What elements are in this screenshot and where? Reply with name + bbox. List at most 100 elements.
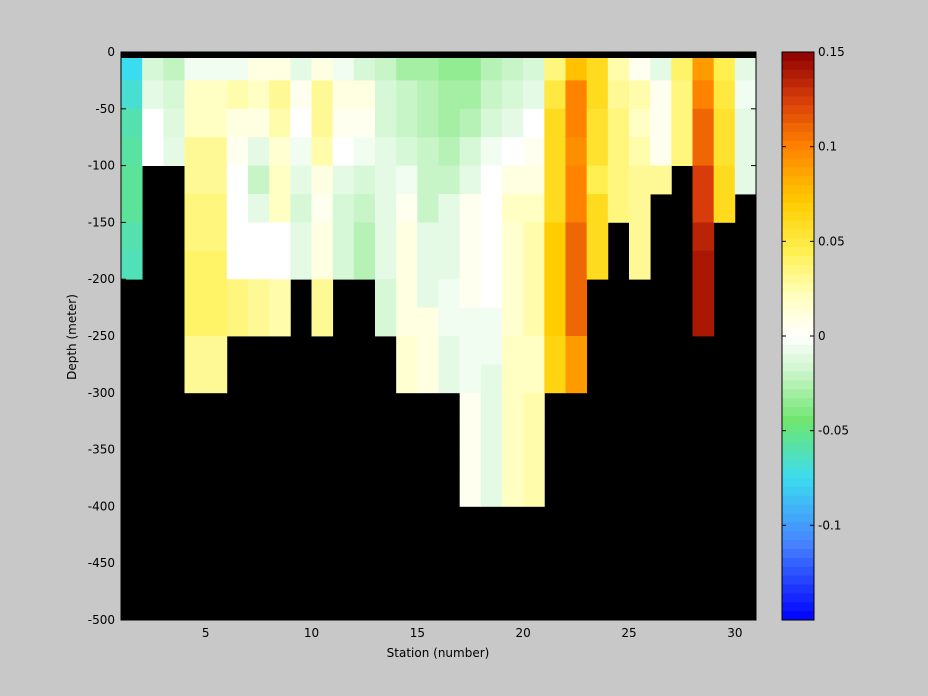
heatmap-cell bbox=[396, 364, 418, 394]
heatmap-cell bbox=[332, 222, 355, 252]
y-tick-label: -400 bbox=[88, 499, 115, 513]
heatmap-cell bbox=[184, 137, 207, 166]
y-tick-label: -100 bbox=[88, 159, 115, 173]
heatmap-cell bbox=[586, 222, 609, 252]
heatmap-cell bbox=[121, 108, 143, 138]
heatmap-cell bbox=[375, 250, 397, 280]
heatmap-cell bbox=[248, 222, 270, 252]
x-tick-label: 5 bbox=[202, 626, 210, 640]
heatmap-cell bbox=[353, 165, 376, 195]
heatmap-cell bbox=[269, 250, 291, 280]
heatmap-cell bbox=[332, 250, 355, 280]
heatmap-cell bbox=[417, 194, 439, 223]
heatmap-cell bbox=[523, 165, 545, 195]
heatmap-cell bbox=[565, 250, 588, 280]
heatmap-cell bbox=[565, 336, 588, 365]
heatmap-cell bbox=[734, 80, 757, 110]
heatmap-cell bbox=[226, 80, 249, 110]
heatmap-cell bbox=[629, 222, 651, 252]
heatmap-cell bbox=[290, 108, 312, 138]
heatmap-cell bbox=[650, 108, 672, 138]
heatmap-cell bbox=[375, 222, 397, 252]
heatmap-cell bbox=[692, 222, 715, 252]
heatmap-cell bbox=[290, 194, 312, 223]
heatmap-cell bbox=[586, 108, 609, 138]
colorbar-segment bbox=[782, 362, 814, 373]
colorbar-segment bbox=[782, 469, 814, 479]
heatmap-cell bbox=[523, 137, 545, 166]
heatmap-cell bbox=[502, 307, 524, 337]
heatmap-cell bbox=[332, 52, 355, 81]
heatmap-cell bbox=[205, 307, 228, 337]
heatmap-cell bbox=[142, 108, 164, 138]
heatmap-cell bbox=[269, 222, 291, 252]
heatmap-cell bbox=[459, 108, 482, 138]
heatmap-cell bbox=[353, 250, 376, 280]
heatmap-cell bbox=[692, 165, 715, 195]
heatmap-cell bbox=[544, 250, 566, 280]
colorbar-segment bbox=[782, 105, 814, 115]
heatmap-cell bbox=[713, 80, 736, 110]
heatmap-cell bbox=[586, 80, 609, 110]
x-tick-label: 20 bbox=[516, 626, 531, 640]
heatmap-cell bbox=[692, 80, 715, 110]
heatmap-cell bbox=[629, 250, 651, 280]
heatmap-cell bbox=[226, 307, 249, 337]
heatmap-cell bbox=[269, 80, 291, 110]
heatmap-cell bbox=[205, 194, 228, 223]
heatmap-cell bbox=[205, 137, 228, 166]
heatmap-cell bbox=[417, 364, 439, 394]
heatmap-cell bbox=[459, 52, 482, 81]
heatmap-cell bbox=[121, 80, 143, 110]
heatmap-cell bbox=[459, 307, 482, 337]
heatmap-cell bbox=[502, 108, 524, 138]
heatmap-cell bbox=[480, 222, 503, 252]
heatmap-cell bbox=[565, 194, 588, 223]
heatmap-cell bbox=[734, 165, 757, 195]
y-tick-label: -300 bbox=[88, 386, 115, 400]
heatmap-cell bbox=[565, 222, 588, 252]
colorbar-segment bbox=[782, 78, 814, 89]
heatmap-cell bbox=[586, 165, 609, 195]
heatmap-cell bbox=[248, 307, 270, 337]
heatmap-cell bbox=[459, 80, 482, 110]
colorbar-segment bbox=[782, 114, 814, 124]
heatmap-cell bbox=[396, 307, 418, 337]
heatmap-cell bbox=[480, 165, 503, 195]
heatmap-cell bbox=[713, 137, 736, 166]
heatmap-cell bbox=[586, 194, 609, 223]
heatmap-cell bbox=[248, 250, 270, 280]
heatmap-cell bbox=[459, 421, 482, 450]
heatmap-cell bbox=[607, 108, 630, 138]
colorbar-segment bbox=[782, 96, 814, 106]
heatmap-cell bbox=[459, 165, 482, 195]
heatmap-cell bbox=[184, 250, 207, 280]
heatmap-cell bbox=[311, 307, 334, 337]
colorbar-segment bbox=[782, 415, 814, 426]
heatmap-cell bbox=[184, 307, 207, 337]
x-tick-label: 10 bbox=[304, 626, 319, 640]
heatmap-cell bbox=[311, 250, 334, 280]
colorbar-segment bbox=[782, 60, 814, 71]
heatmap-cell bbox=[353, 222, 376, 252]
heatmap-cell bbox=[544, 279, 566, 308]
heatmap-cell bbox=[332, 80, 355, 110]
x-tick-label: 30 bbox=[727, 626, 742, 640]
heatmap-cell bbox=[713, 52, 736, 81]
heatmap-cell bbox=[586, 52, 609, 81]
colorbar-segment bbox=[782, 185, 814, 195]
heatmap-cell bbox=[226, 194, 249, 223]
heatmap-cell bbox=[438, 336, 461, 365]
heatmap-cell bbox=[205, 336, 228, 365]
heatmap-cell bbox=[184, 52, 207, 81]
heatmap-cell bbox=[523, 250, 545, 280]
heatmap-cell bbox=[713, 165, 736, 195]
heatmap-cell bbox=[396, 52, 418, 81]
heatmap-cell bbox=[438, 222, 461, 252]
heatmap-cell bbox=[269, 279, 291, 308]
heatmap-cell bbox=[586, 137, 609, 166]
x-tick-label: 15 bbox=[410, 626, 425, 640]
heatmap-cell bbox=[502, 80, 524, 110]
heatmap-cell bbox=[269, 194, 291, 223]
heatmap-cell bbox=[459, 222, 482, 252]
